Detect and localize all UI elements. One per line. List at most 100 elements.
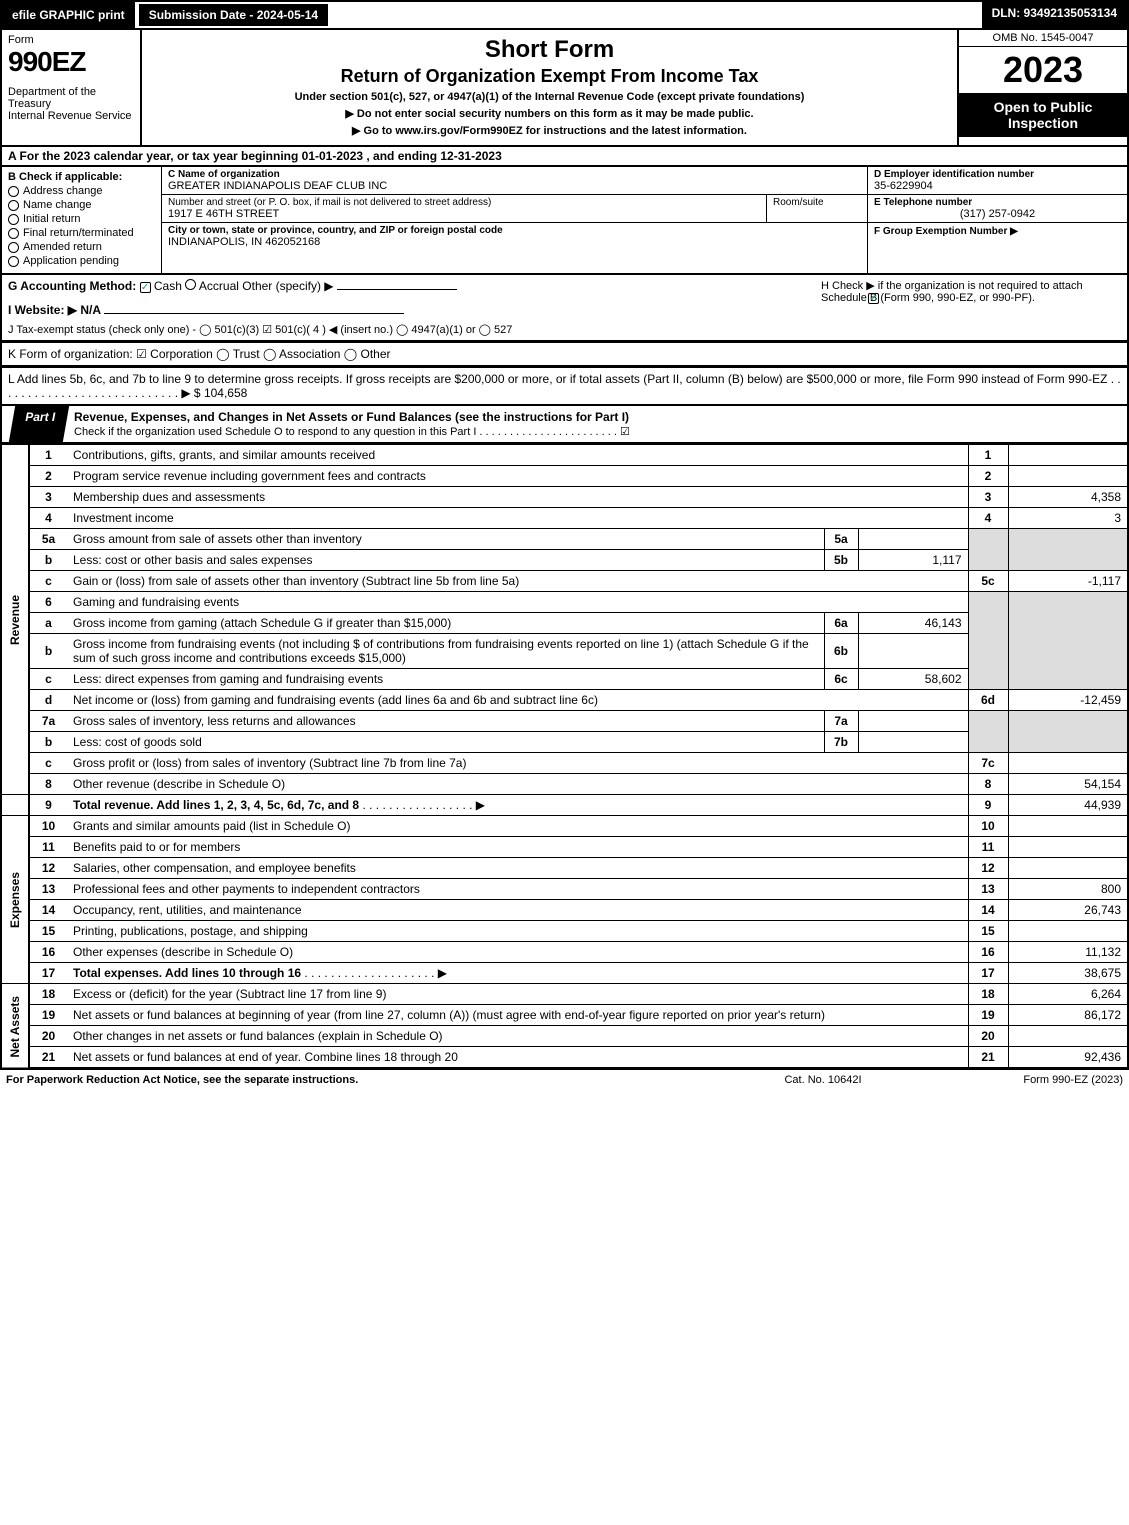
- line-6a-no: a: [29, 613, 67, 634]
- subtitle-link[interactable]: ▶ Go to www.irs.gov/Form990EZ for instru…: [150, 124, 949, 137]
- line-21-box: 21: [968, 1047, 1008, 1069]
- title-short-form: Short Form: [150, 36, 949, 64]
- col-d-e-f: D Employer identification number 35-6229…: [867, 167, 1127, 273]
- line-3-box: 3: [968, 487, 1008, 508]
- part-1-note: Check if the organization used Schedule …: [74, 426, 630, 438]
- street-label: Number and street (or P. O. box, if mail…: [168, 197, 760, 208]
- row-h: H Check ▶ if the organization is not req…: [821, 279, 1121, 336]
- col-c-name-address: C Name of organization GREATER INDIANAPO…: [162, 167, 867, 273]
- chk-schedule-b[interactable]: [868, 293, 879, 304]
- subtitle-ssn: ▶ Do not enter social security numbers o…: [150, 107, 949, 120]
- line-17-no: 17: [29, 963, 67, 984]
- other-specify-input[interactable]: [337, 289, 457, 290]
- line-12-val: [1008, 858, 1128, 879]
- cash-label: Cash: [154, 279, 182, 293]
- chk-cash[interactable]: [140, 282, 151, 293]
- k-content: K Form of organization: ☑ Corporation ◯ …: [8, 347, 1121, 361]
- line-7b-no: b: [29, 732, 67, 753]
- website-input[interactable]: [104, 313, 404, 314]
- omb-number: OMB No. 1545-0047: [959, 30, 1127, 47]
- line-17-desc: Total expenses. Add lines 10 through 16 …: [67, 963, 968, 984]
- line-7c-val: [1008, 753, 1128, 774]
- line-17-val: 38,675: [1008, 963, 1128, 984]
- line-6c-subval: 58,602: [858, 669, 968, 690]
- title-return: Return of Organization Exempt From Incom…: [150, 66, 949, 87]
- l-description: L Add lines 5b, 6c, and 7b to line 9 to …: [8, 372, 1121, 400]
- chk-label: Application pending: [23, 255, 119, 267]
- col-b-header: B Check if applicable:: [8, 171, 155, 183]
- chk-accrual[interactable]: [185, 279, 196, 290]
- line-15-desc: Printing, publications, postage, and shi…: [67, 921, 968, 942]
- chk-final-return[interactable]: Final return/terminated: [8, 227, 155, 239]
- line-10-val: [1008, 816, 1128, 837]
- open-public-inspection: Open to Public Inspection: [959, 93, 1127, 137]
- l-text: L Add lines 5b, 6c, and 7b to line 9 to …: [8, 372, 1121, 400]
- chk-name-change[interactable]: Name change: [8, 199, 155, 211]
- chk-application-pending[interactable]: Application pending: [8, 255, 155, 267]
- line-5b-subval: 1,117: [858, 550, 968, 571]
- line-6-desc: Gaming and fundraising events: [67, 592, 968, 613]
- city-value: INDIANAPOLIS, IN 462052168: [168, 236, 861, 248]
- chk-initial-return[interactable]: Initial return: [8, 213, 155, 225]
- phone-cell: E Telephone number (317) 257-0942: [868, 195, 1127, 223]
- line-6d-val: -12,459: [1008, 690, 1128, 711]
- line-15-no: 15: [29, 921, 67, 942]
- line-13-no: 13: [29, 879, 67, 900]
- line-6d-desc: Net income or (loss) from gaming and fun…: [67, 690, 968, 711]
- line-7c-no: c: [29, 753, 67, 774]
- form-label: Form: [8, 34, 134, 46]
- line-14-val: 26,743: [1008, 900, 1128, 921]
- chk-amended-return[interactable]: Amended return: [8, 241, 155, 253]
- line-15-val: [1008, 921, 1128, 942]
- line-1-no: 1: [29, 445, 67, 466]
- street-value: 1917 E 46TH STREET: [168, 208, 760, 220]
- line-9-val: 44,939: [1008, 795, 1128, 816]
- col-b-checkboxes: B Check if applicable: Address change Na…: [2, 167, 162, 273]
- line-7b-subval: [858, 732, 968, 753]
- city-block: City or town, state or province, country…: [162, 223, 867, 250]
- line-6b-desc: Gross income from fundraising events (no…: [67, 634, 824, 669]
- chk-label: Initial return: [23, 213, 80, 225]
- street-cell: Number and street (or P. O. box, if mail…: [162, 195, 767, 222]
- line-5a-desc: Gross amount from sale of assets other t…: [67, 529, 824, 550]
- sidelabel-net-assets: Net Assets: [1, 984, 29, 1069]
- line-6a-sub: 6a: [824, 613, 858, 634]
- line-2-box: 2: [968, 466, 1008, 487]
- header-right: OMB No. 1545-0047 2023 Open to Public In…: [957, 30, 1127, 145]
- city-label: City or town, state or province, country…: [168, 225, 861, 236]
- other-label: Other (specify) ▶: [242, 279, 333, 293]
- line-1-val: [1008, 445, 1128, 466]
- line-18-val: 6,264: [1008, 984, 1128, 1005]
- footer-left: For Paperwork Reduction Act Notice, see …: [6, 1074, 723, 1086]
- line-2-no: 2: [29, 466, 67, 487]
- group-exemption-cell: F Group Exemption Number ▶: [868, 223, 1127, 239]
- accrual-label: Accrual: [199, 279, 239, 293]
- efile-print-button[interactable]: efile GRAPHIC print: [2, 2, 137, 28]
- row-i: I Website: ▶ N/A: [8, 303, 101, 317]
- header-mid: Short Form Return of Organization Exempt…: [142, 30, 957, 145]
- line-14-box: 14: [968, 900, 1008, 921]
- line-5b-no: b: [29, 550, 67, 571]
- line-16-val: 11,132: [1008, 942, 1128, 963]
- line-16-desc: Other expenses (describe in Schedule O): [67, 942, 968, 963]
- sidelabel-expenses: Expenses: [1, 816, 29, 984]
- line-4-no: 4: [29, 508, 67, 529]
- line-7c-desc: Gross profit or (loss) from sales of inv…: [67, 753, 968, 774]
- shade-7: [968, 711, 1008, 753]
- street-row: Number and street (or P. O. box, if mail…: [162, 195, 867, 223]
- line-6a-desc: Gross income from gaming (attach Schedul…: [67, 613, 824, 634]
- line-11-no: 11: [29, 837, 67, 858]
- room-label: Room/suite: [773, 197, 861, 208]
- line-11-box: 11: [968, 837, 1008, 858]
- line-6c-sub: 6c: [824, 669, 858, 690]
- chk-address-change[interactable]: Address change: [8, 185, 155, 197]
- line-20-val: [1008, 1026, 1128, 1047]
- line-21-desc: Net assets or fund balances at end of ye…: [67, 1047, 968, 1069]
- footer-form-ref: Form 990-EZ (2023): [923, 1074, 1123, 1086]
- line-6c-desc: Less: direct expenses from gaming and fu…: [67, 669, 824, 690]
- row-j: J Tax-exempt status (check only one) - ◯…: [8, 323, 801, 336]
- line-5b-desc: Less: cost or other basis and sales expe…: [67, 550, 824, 571]
- h-text: H Check ▶ if the organization is not req…: [821, 280, 1083, 304]
- line-10-desc: Grants and similar amounts paid (list in…: [67, 816, 968, 837]
- line-5a-sub: 5a: [824, 529, 858, 550]
